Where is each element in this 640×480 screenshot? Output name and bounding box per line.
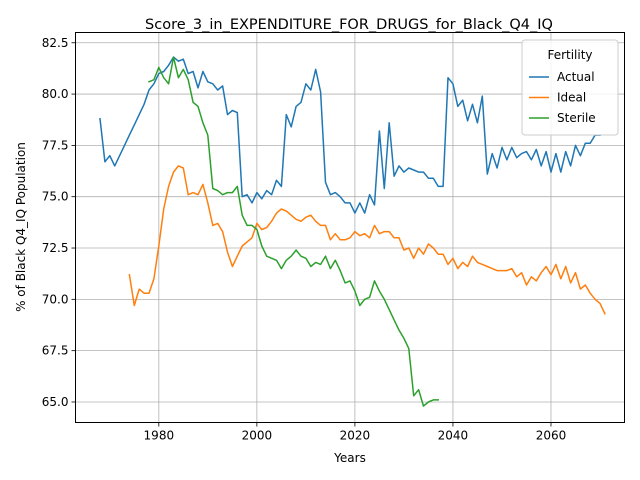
grid [75,32,625,423]
legend-label-sterile: Sterile [557,111,596,125]
y-tick-label: 77.5 [42,138,69,152]
legend-label-actual: Actual [557,70,595,84]
x-tick-label: 2040 [438,429,469,443]
series-line-actual [99,56,601,214]
x-tick-label: 2000 [242,429,273,443]
axis-ticks: 1980 2000 2020 2040 2060 65.0 67.5 70.0 72.5 75.0… [42,36,566,443]
legend: Fertility Actual Ideal Sterile [521,39,619,136]
series-line-ideal [128,165,606,315]
plot-frame [75,32,625,423]
legend-title: Fertility [547,48,592,62]
y-tick-label: 80.0 [42,87,69,101]
series-lines [99,56,606,407]
x-axis-label: Years [333,451,366,465]
chart-title: Score_3_in_EXPENDITURE_FOR_DRUGS_for_Bla… [145,17,553,33]
y-tick-label: 82.5 [42,36,69,50]
y-tick-label: 75.0 [42,190,69,204]
series-line-sterile [148,56,439,407]
x-tick-label: 1980 [144,429,175,443]
legend-items: Actual Ideal Sterile [529,70,596,125]
legend-box [521,39,619,136]
y-axis-label: % of Black Q4_IQ Population [14,142,28,312]
y-tick-label: 72.5 [42,241,69,255]
y-tick-label: 65.0 [42,395,69,409]
x-tick-label: 2060 [536,429,567,443]
legend-label-ideal: Ideal [557,91,586,105]
y-tick-label: 70.0 [42,292,69,306]
y-tick-label: 67.5 [42,344,69,358]
x-tick-label: 2020 [340,429,371,443]
